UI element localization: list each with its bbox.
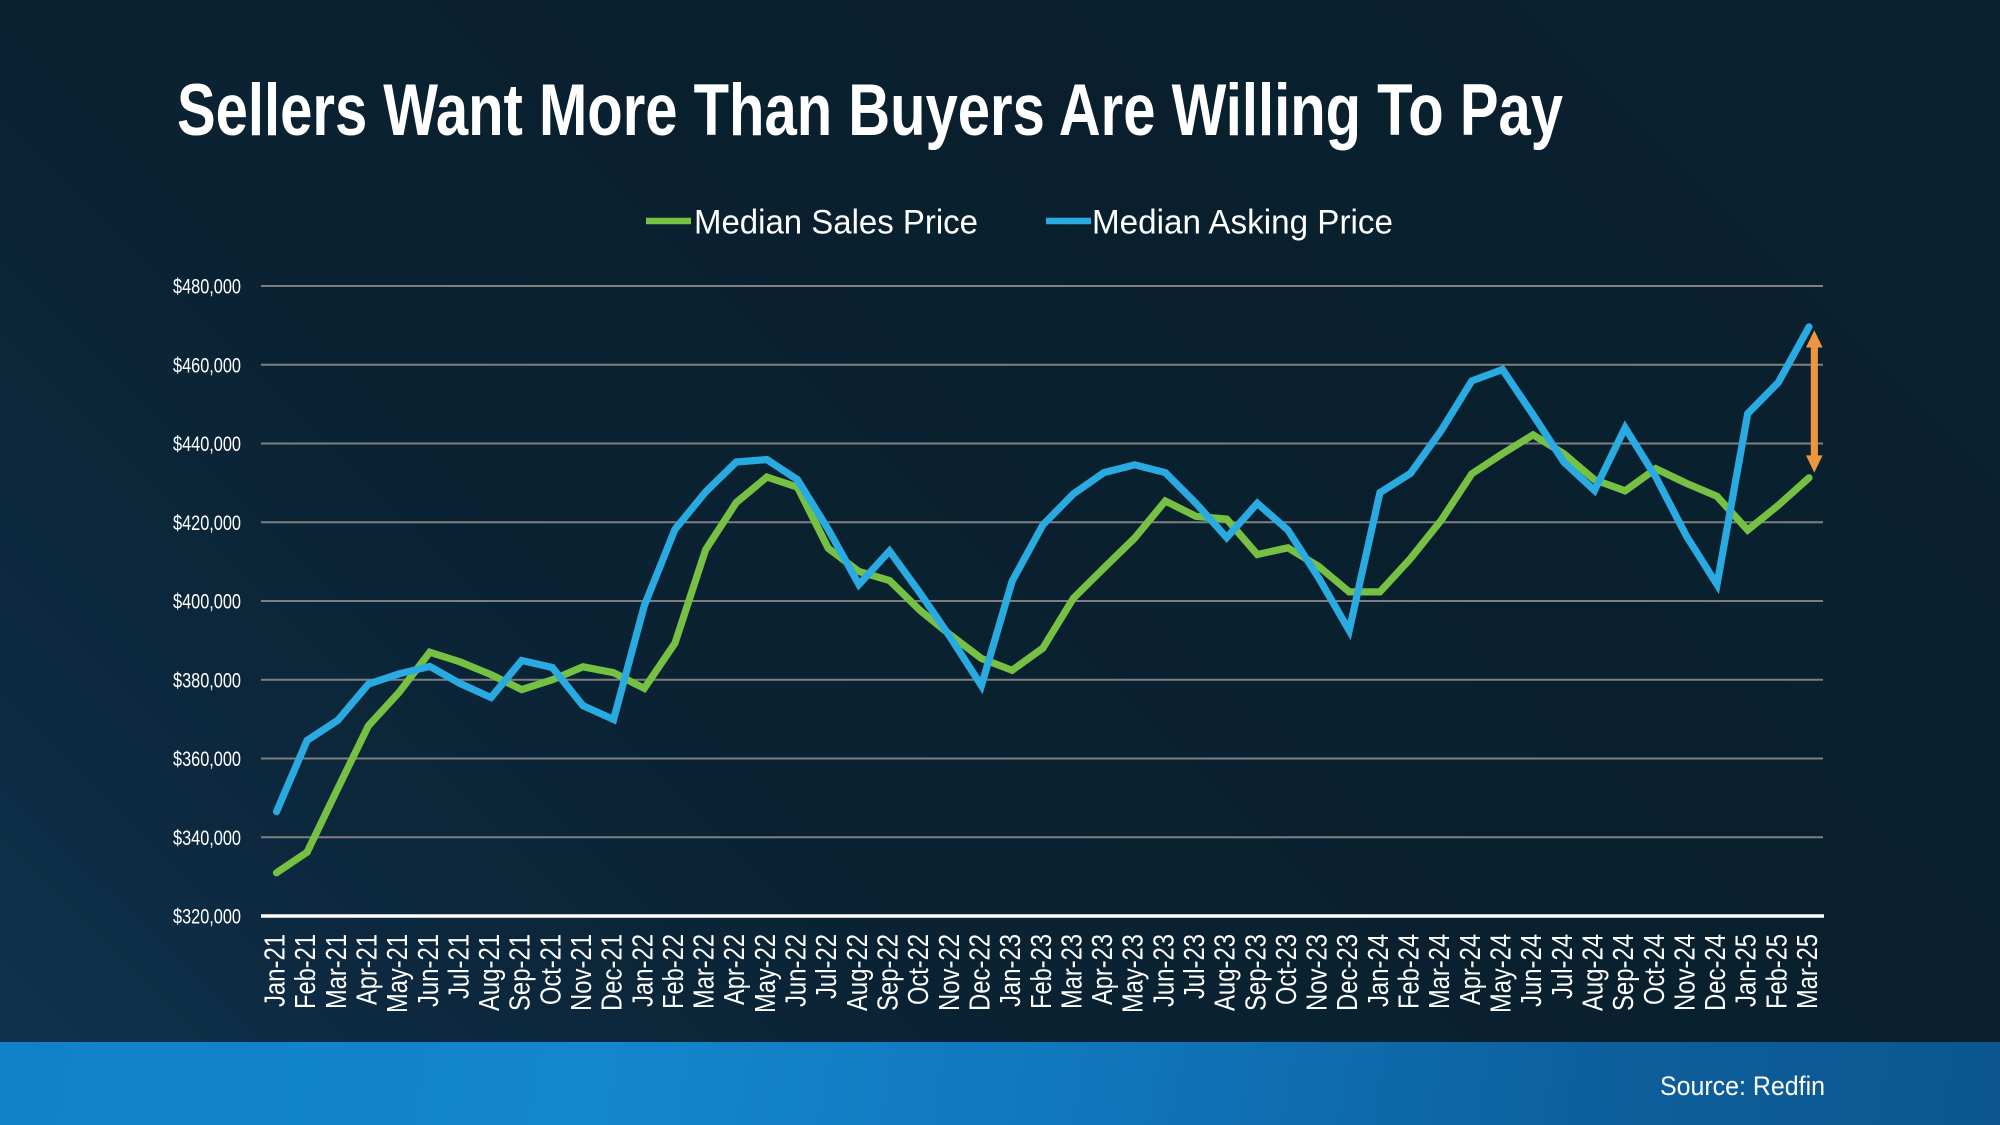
svg-text:May-23: May-23 xyxy=(1118,934,1150,1013)
svg-text:May-21: May-21 xyxy=(382,934,414,1013)
svg-text:$340,000: $340,000 xyxy=(173,826,241,850)
svg-text:Mar-25: Mar-25 xyxy=(1792,934,1824,1009)
svg-text:Dec-21: Dec-21 xyxy=(597,934,629,1011)
svg-text:Jun-23: Jun-23 xyxy=(1148,934,1180,1007)
svg-text:$420,000: $420,000 xyxy=(173,511,241,535)
svg-text:Sep-23: Sep-23 xyxy=(1240,934,1272,1011)
svg-text:Source: Redfin: Source: Redfin xyxy=(1660,1071,1825,1101)
svg-text:Mar-23: Mar-23 xyxy=(1056,934,1088,1009)
svg-text:Oct-22: Oct-22 xyxy=(903,934,935,1005)
svg-text:Apr-23: Apr-23 xyxy=(1087,934,1119,1005)
svg-text:Dec-22: Dec-22 xyxy=(964,934,996,1011)
svg-text:Nov-24: Nov-24 xyxy=(1669,934,1701,1011)
svg-text:$480,000: $480,000 xyxy=(173,275,241,299)
svg-text:Feb-22: Feb-22 xyxy=(658,934,690,1009)
svg-text:Sellers Want More Than Buyers: Sellers Want More Than Buyers Are Willin… xyxy=(177,70,1563,151)
svg-text:Mar-21: Mar-21 xyxy=(321,934,353,1009)
svg-text:Jun-21: Jun-21 xyxy=(413,934,445,1007)
svg-text:Aug-21: Aug-21 xyxy=(474,934,506,1011)
svg-text:$380,000: $380,000 xyxy=(173,669,241,693)
svg-text:Apr-22: Apr-22 xyxy=(719,934,751,1005)
svg-text:Oct-23: Oct-23 xyxy=(1271,934,1303,1005)
svg-text:Aug-23: Aug-23 xyxy=(1210,934,1242,1011)
svg-text:Jan-22: Jan-22 xyxy=(627,934,659,1007)
svg-text:Apr-24: Apr-24 xyxy=(1455,934,1487,1005)
svg-text:$460,000: $460,000 xyxy=(173,353,241,377)
svg-text:Median Asking Price: Median Asking Price xyxy=(1092,204,1393,242)
svg-text:Jul-21: Jul-21 xyxy=(443,934,475,999)
svg-text:Aug-22: Aug-22 xyxy=(842,934,874,1011)
svg-text:Sep-21: Sep-21 xyxy=(505,934,537,1011)
svg-text:Jan-23: Jan-23 xyxy=(995,934,1027,1007)
svg-text:Jul-22: Jul-22 xyxy=(811,934,843,999)
svg-text:Dec-24: Dec-24 xyxy=(1700,934,1732,1011)
svg-text:$360,000: $360,000 xyxy=(173,747,241,771)
svg-text:$400,000: $400,000 xyxy=(173,590,241,614)
svg-text:Jan-24: Jan-24 xyxy=(1363,934,1395,1007)
svg-text:$440,000: $440,000 xyxy=(173,432,241,456)
svg-text:Jun-24: Jun-24 xyxy=(1516,934,1548,1007)
svg-text:May-22: May-22 xyxy=(750,934,782,1013)
svg-text:Feb-24: Feb-24 xyxy=(1394,934,1426,1009)
svg-text:May-24: May-24 xyxy=(1486,934,1518,1013)
svg-text:Nov-23: Nov-23 xyxy=(1302,934,1334,1011)
svg-text:Feb-25: Feb-25 xyxy=(1761,934,1793,1009)
svg-text:Dec-23: Dec-23 xyxy=(1332,934,1364,1011)
svg-text:Jan-21: Jan-21 xyxy=(260,934,292,1007)
svg-text:Sep-24: Sep-24 xyxy=(1608,934,1640,1011)
svg-text:Nov-22: Nov-22 xyxy=(934,934,966,1011)
svg-text:Aug-24: Aug-24 xyxy=(1578,934,1610,1011)
svg-text:Feb-21: Feb-21 xyxy=(290,934,322,1009)
svg-text:Oct-21: Oct-21 xyxy=(535,934,567,1005)
svg-text:Median Sales Price: Median Sales Price xyxy=(694,204,978,242)
svg-text:Apr-21: Apr-21 xyxy=(351,934,383,1005)
svg-text:Jan-25: Jan-25 xyxy=(1731,934,1763,1007)
svg-text:Sep-22: Sep-22 xyxy=(873,934,905,1011)
svg-text:Mar-22: Mar-22 xyxy=(689,934,721,1009)
svg-text:Feb-23: Feb-23 xyxy=(1026,934,1058,1009)
svg-text:Oct-24: Oct-24 xyxy=(1639,934,1671,1005)
svg-text:Jul-24: Jul-24 xyxy=(1547,934,1579,999)
svg-text:$320,000: $320,000 xyxy=(173,905,241,929)
svg-text:Jun-22: Jun-22 xyxy=(781,934,813,1007)
svg-text:Nov-21: Nov-21 xyxy=(566,934,598,1011)
svg-text:Mar-24: Mar-24 xyxy=(1424,934,1456,1009)
svg-text:Jul-23: Jul-23 xyxy=(1179,934,1211,999)
